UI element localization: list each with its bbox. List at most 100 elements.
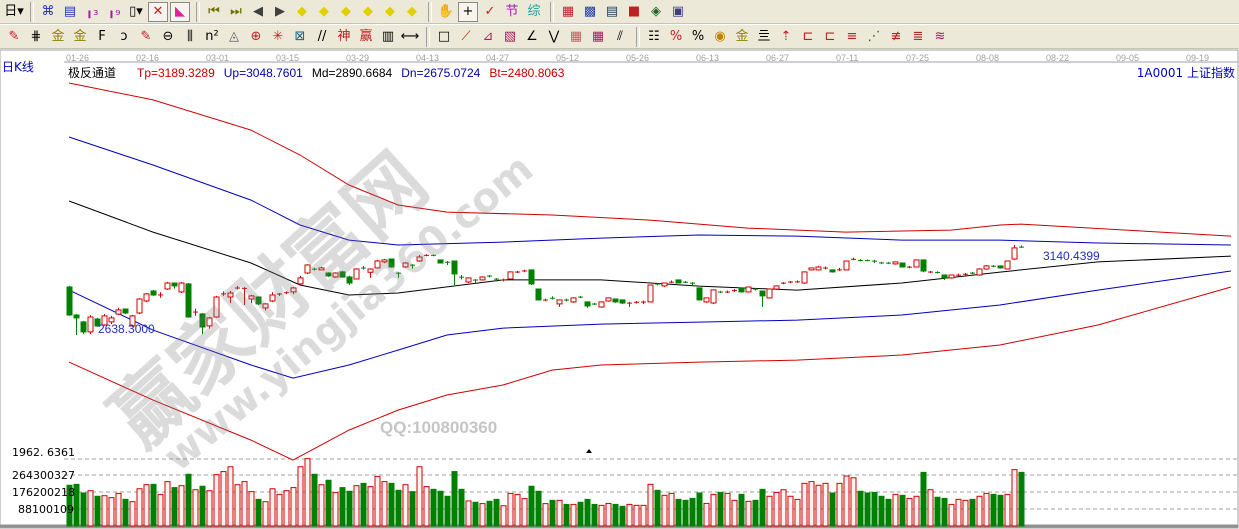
- angle-button[interactable]: ∠: [522, 27, 542, 47]
- circle-cycle-button[interactable]: ⊖: [158, 27, 178, 47]
- volume-bar: [339, 487, 346, 527]
- cycle-lines-button[interactable]: ⫼: [180, 27, 200, 47]
- section-button[interactable]: 节: [502, 2, 522, 22]
- candle-up: [367, 268, 374, 278]
- hand-button[interactable]: ✋: [436, 2, 456, 22]
- band-button[interactable]: ⊏: [798, 27, 818, 47]
- square-cycle-button[interactable]: n²: [202, 27, 222, 47]
- gann-grid-button[interactable]: ▧: [500, 27, 520, 47]
- candle-down: [584, 301, 591, 308]
- band-5-button[interactable]: ≢: [886, 27, 906, 47]
- percent-slash-button[interactable]: %: [666, 27, 686, 47]
- spiral-button[interactable]: ↄ: [114, 27, 134, 47]
- candle-up: [101, 314, 108, 326]
- pen-button[interactable]: ✎: [4, 27, 24, 47]
- candle-body: [206, 317, 213, 327]
- candle-up: [158, 292, 163, 298]
- measure-button[interactable]: ⟷: [400, 27, 420, 47]
- prev-button[interactable]: ◀: [248, 2, 268, 22]
- period-label[interactable]: 日K线: [2, 60, 34, 74]
- candle-body: [136, 298, 143, 314]
- calendar-button[interactable]: ▦: [558, 2, 578, 22]
- next-button[interactable]: ▶: [270, 2, 290, 22]
- grid-2-button[interactable]: ▦: [588, 27, 608, 47]
- candle-up: [213, 295, 220, 318]
- volume-bar: [136, 488, 143, 527]
- cross-chart-button[interactable]: ✕: [148, 1, 168, 22]
- gold-split-button[interactable]: 金: [48, 27, 68, 47]
- wave-button[interactable]: ⋁: [544, 27, 564, 47]
- star-button[interactable]: ✳: [268, 27, 288, 47]
- candle-body: [843, 260, 850, 271]
- text-button[interactable]: ☷: [644, 27, 664, 47]
- pen-icon: ✎: [8, 29, 20, 44]
- last-button[interactable]: ⏭: [226, 2, 246, 22]
- marker-button[interactable]: ✎: [136, 27, 156, 47]
- line-tool-button[interactable]: 亖: [754, 27, 774, 47]
- calculator-button[interactable]: ▩: [580, 2, 600, 22]
- check-line-button[interactable]: ✓: [480, 2, 500, 22]
- grid-button[interactable]: ▦: [566, 27, 586, 47]
- period-select[interactable]: 日▾: [4, 2, 24, 22]
- volume-bar: [577, 501, 584, 527]
- win-button[interactable]: 赢: [356, 27, 376, 47]
- candle-body: [815, 266, 822, 271]
- gold-button[interactable]: 金: [732, 27, 752, 47]
- candle-type-select[interactable]: ▯▾: [126, 2, 146, 22]
- expand-button[interactable]: ◆: [336, 2, 356, 22]
- quote-lines-button[interactable]: //: [312, 27, 332, 47]
- candle-body: [528, 269, 535, 285]
- bars-3-button[interactable]: ╻₃: [82, 2, 102, 22]
- parallel-lines-button[interactable]: ⋕: [26, 27, 46, 47]
- fan-button[interactable]: ⟋: [456, 27, 476, 47]
- composite-button[interactable]: 综: [524, 2, 544, 22]
- fibonacci-button[interactable]: F: [92, 27, 112, 47]
- candle-up: [129, 315, 136, 327]
- band-2-button[interactable]: ⊏: [820, 27, 840, 47]
- candle-up: [501, 278, 506, 282]
- zoom-out-button[interactable]: ◆: [402, 2, 422, 22]
- triangle-button[interactable]: ◬: [224, 27, 244, 47]
- percent-button[interactable]: %: [688, 27, 708, 47]
- first-button[interactable]: ⏮: [204, 2, 224, 22]
- document-button[interactable]: ▤: [602, 2, 622, 22]
- crosshair-button[interactable]: +: [458, 1, 478, 22]
- bars-9-button[interactable]: ╻₉: [104, 2, 124, 22]
- candle-up: [801, 271, 808, 284]
- candle-up: [843, 260, 850, 271]
- clipboard-button[interactable]: ▤: [60, 2, 80, 22]
- chip-button[interactable]: 神: [334, 27, 354, 47]
- band-7-button[interactable]: ≋: [930, 27, 950, 47]
- gann-fan-button[interactable]: ⊿: [478, 27, 498, 47]
- coin-button[interactable]: ◉: [710, 27, 730, 47]
- network-button[interactable]: ◈: [646, 2, 666, 22]
- volume-bar: [402, 484, 409, 527]
- zoom-in-button[interactable]: ◆: [380, 2, 400, 22]
- candle-body: [325, 272, 332, 277]
- chart-network-button[interactable]: ⌘: [38, 2, 58, 22]
- up-arrow-button[interactable]: ⇡: [776, 27, 796, 47]
- shrink-button[interactable]: ◆: [358, 2, 378, 22]
- candle-body: [479, 276, 486, 281]
- shift-right-button[interactable]: ◆: [314, 2, 334, 22]
- computer-button[interactable]: ▣: [668, 2, 688, 22]
- shift-left-button[interactable]: ◆: [292, 2, 312, 22]
- candle-body: [598, 301, 605, 308]
- candle-up: [522, 269, 527, 273]
- rectangle-button[interactable]: □: [434, 27, 454, 47]
- ruler-button[interactable]: ▥: [378, 27, 398, 47]
- save-button[interactable]: ■: [624, 2, 644, 22]
- target-button[interactable]: ⊕: [246, 27, 266, 47]
- band-3-button[interactable]: ≡: [842, 27, 862, 47]
- band-6-button[interactable]: ≣: [908, 27, 928, 47]
- candle-down: [487, 275, 492, 278]
- gold-split-2-button[interactable]: 金: [70, 27, 90, 47]
- candle-body: [213, 296, 220, 318]
- candle-body: [80, 321, 87, 333]
- flag-button[interactable]: ◣: [170, 1, 190, 22]
- volume-bar: [535, 490, 542, 527]
- band-4-button[interactable]: ⋰: [864, 27, 884, 47]
- slash-lines-button[interactable]: ⫽: [610, 27, 630, 47]
- gann-box-button[interactable]: ⊠: [290, 27, 310, 47]
